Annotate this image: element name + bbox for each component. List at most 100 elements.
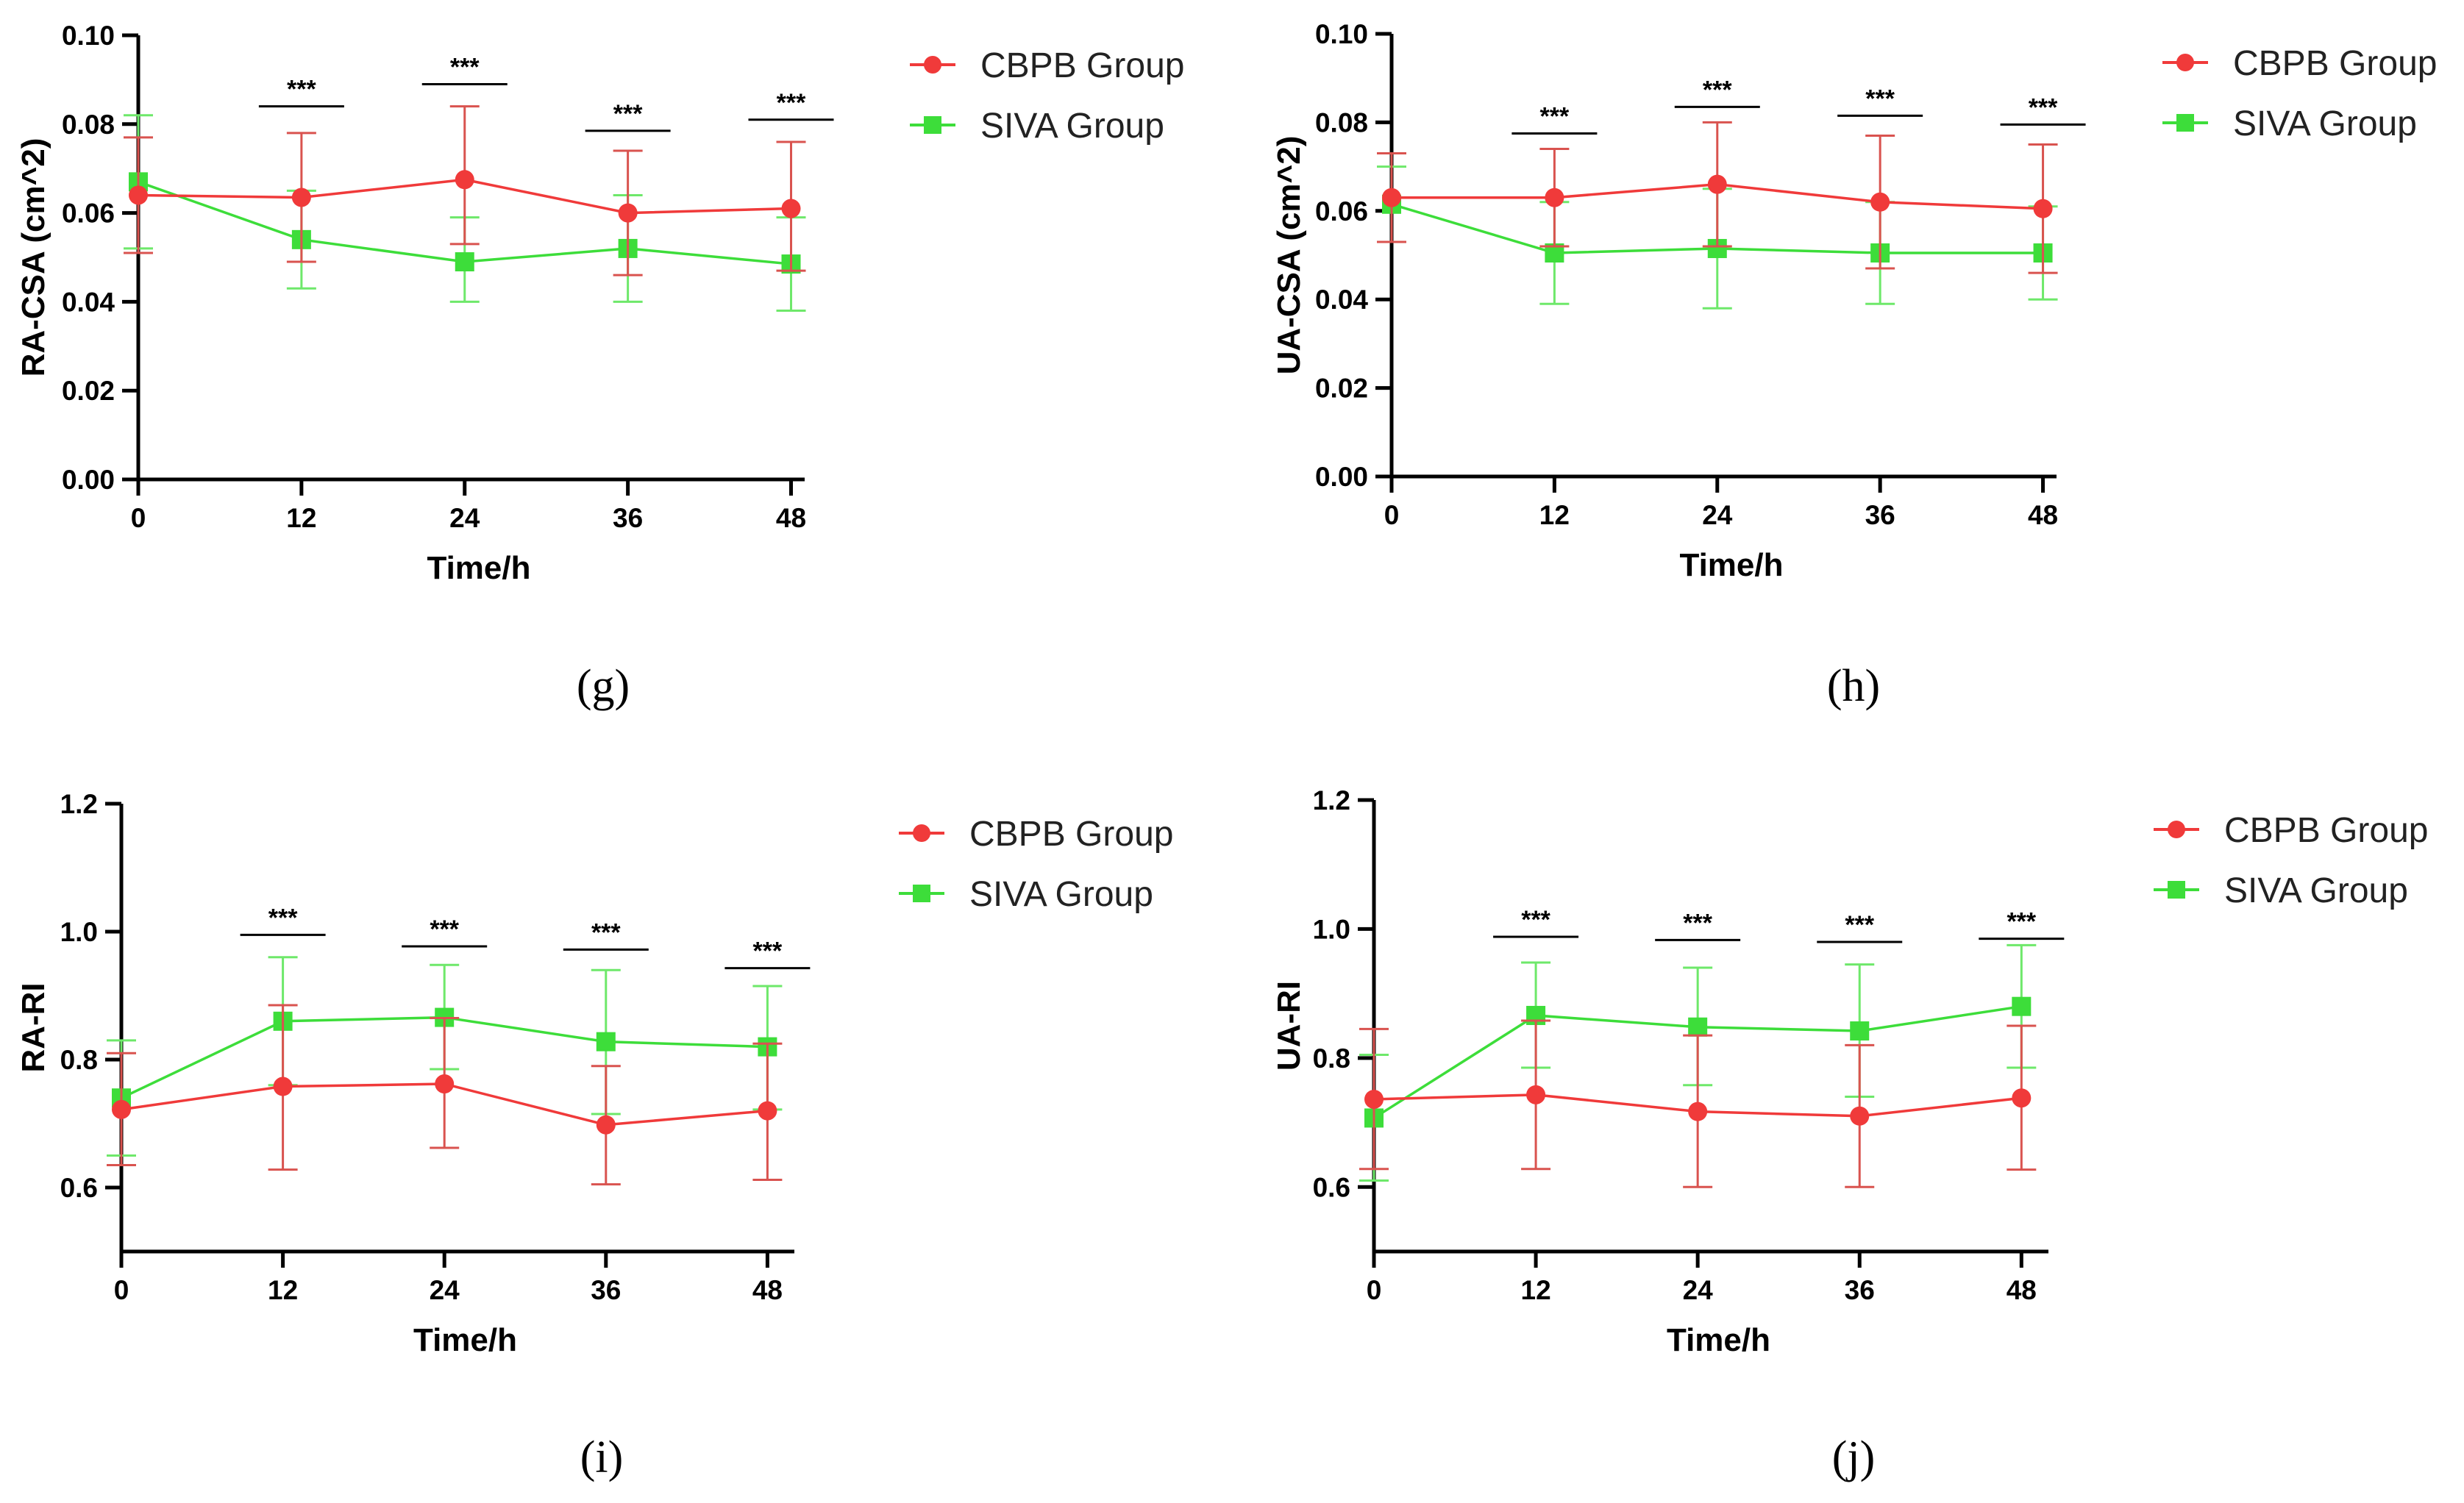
x-tick-label: 12: [1521, 1275, 1551, 1305]
legend-item-siva: SIVA Group: [899, 875, 1153, 914]
data-point: [455, 170, 474, 190]
data-point: [1545, 188, 1564, 207]
y-tick-label: 0.04: [62, 287, 115, 317]
x-tick-label: 12: [1539, 500, 1570, 530]
series-cbpb: [1377, 121, 2058, 274]
data-point: [1688, 1102, 1708, 1121]
x-axis-title: Time/h: [1679, 547, 1783, 583]
panel-label: (i): [580, 1432, 624, 1482]
legend-marker: [2168, 881, 2185, 899]
x-tick-label: 0: [114, 1275, 129, 1305]
x-tick-label: 48: [752, 1275, 783, 1305]
significance-label: ***: [777, 89, 806, 117]
panel-label: (g): [577, 661, 630, 711]
legend-item-cbpb: CBPB Group: [2162, 44, 2437, 83]
data-point: [2012, 996, 2032, 1016]
significance-label: ***: [1683, 909, 1712, 937]
legend-marker: [924, 116, 941, 134]
legend-item-cbpb: CBPB Group: [2154, 811, 2428, 850]
y-axis-title: RA-RI: [15, 982, 51, 1072]
y-tick-label: 1.2: [60, 789, 98, 819]
x-tick-label: 48: [776, 503, 806, 533]
legend-item-cbpb: CBPB Group: [910, 46, 1184, 85]
data-point: [1688, 1017, 1708, 1037]
significance-label: ***: [450, 53, 480, 81]
data-point: [1850, 1021, 1870, 1041]
panel-label: (h): [1827, 661, 1880, 711]
data-point: [2033, 199, 2053, 218]
legend-label: CBPB Group: [2224, 811, 2428, 850]
y-tick-label: 0.6: [60, 1173, 98, 1203]
data-point: [435, 1074, 455, 1094]
data-point: [596, 1115, 616, 1135]
legend-label: CBPB Group: [2233, 44, 2437, 83]
y-tick-label: 0.08: [62, 110, 115, 140]
x-tick-label: 36: [1865, 500, 1895, 530]
panel-label: (j): [1832, 1432, 1876, 1482]
data-point: [1364, 1089, 1384, 1109]
legend-marker: [2176, 54, 2194, 71]
y-tick-label: 1.0: [60, 917, 98, 947]
panel-h: 0.00 0.02 0.04 0.06 0.08 0.10 0 12 24 36 48 Time/h U…: [1271, 19, 2437, 711]
significance-label: ***: [2029, 93, 2058, 121]
y-tick-label: 0.06: [1315, 196, 1368, 226]
data-point: [1707, 174, 1727, 194]
data-point: [291, 188, 311, 207]
x-tick-label: 24: [1702, 500, 1733, 530]
y-tick-label: 0.04: [1315, 285, 1368, 315]
y-tick-label: 0.00: [62, 465, 115, 495]
significance-label: ***: [287, 76, 316, 104]
significance-label: ***: [1703, 76, 1732, 104]
y-axis-title: RA-CSA (cm^2): [15, 138, 51, 377]
data-point: [1382, 188, 1401, 207]
y-tick-label: 0.06: [62, 199, 115, 229]
legend-marker: [2176, 114, 2194, 132]
y-tick-label: 0.6: [1313, 1172, 1350, 1202]
legend-item-cbpb: CBPB Group: [899, 815, 1173, 854]
y-tick-label: 0.10: [1315, 19, 1368, 49]
data-point: [781, 199, 801, 218]
data-point: [129, 185, 148, 205]
y-tick-label: 0.02: [1315, 374, 1368, 404]
data-point: [596, 1032, 616, 1052]
y-tick-label: 0.8: [60, 1045, 98, 1075]
x-tick-label: 36: [591, 1275, 621, 1305]
data-point: [618, 203, 638, 223]
legend-label: CBPB Group: [969, 815, 1173, 854]
x-tick-label: 36: [613, 503, 643, 533]
significance-label: ***: [753, 938, 783, 965]
x-tick-label: 0: [131, 503, 146, 533]
legend-label: SIVA Group: [969, 875, 1153, 914]
x-tick-label: 48: [2028, 500, 2058, 530]
significance-label: ***: [268, 904, 298, 932]
legend-item-siva: SIVA Group: [2162, 104, 2417, 143]
y-axis-title: UA-RI: [1271, 981, 1307, 1071]
data-point: [758, 1101, 777, 1121]
x-tick-label: 36: [1845, 1275, 1875, 1305]
series-cbpb: [107, 1004, 783, 1186]
data-point: [112, 1099, 131, 1119]
legend-marker: [2168, 821, 2185, 838]
x-tick-label: 48: [2007, 1275, 2037, 1305]
data-point: [455, 252, 474, 272]
y-tick-label: 0.10: [62, 21, 115, 51]
data-point: [1870, 192, 1890, 212]
significance-label: ***: [1540, 102, 1570, 130]
y-tick-label: 0.02: [62, 376, 115, 406]
significance-label: ***: [1521, 906, 1550, 934]
panel-g: 0.00 0.02 0.04 0.06 0.08 0.10 0 12 24 36 48 Time/h R…: [15, 21, 1184, 711]
x-axis-title: Time/h: [427, 550, 530, 586]
x-tick-label: 24: [1683, 1275, 1714, 1305]
y-tick-label: 1.2: [1313, 785, 1350, 815]
y-tick-label: 0.08: [1315, 107, 1368, 138]
legend-item-siva: SIVA Group: [910, 107, 1164, 146]
data-point: [273, 1077, 293, 1096]
panel-j: 0.6 0.8 1.0 1.2 0 12 24 36 48 Time/h UA-RI *** *** **…: [1271, 785, 2428, 1482]
legend-label: SIVA Group: [980, 107, 1164, 146]
series-cbpb: [124, 105, 806, 276]
significance-label: ***: [430, 915, 459, 943]
significance-label: ***: [2007, 908, 2036, 936]
x-axis-title: Time/h: [413, 1322, 517, 1358]
data-point: [1526, 1085, 1546, 1104]
